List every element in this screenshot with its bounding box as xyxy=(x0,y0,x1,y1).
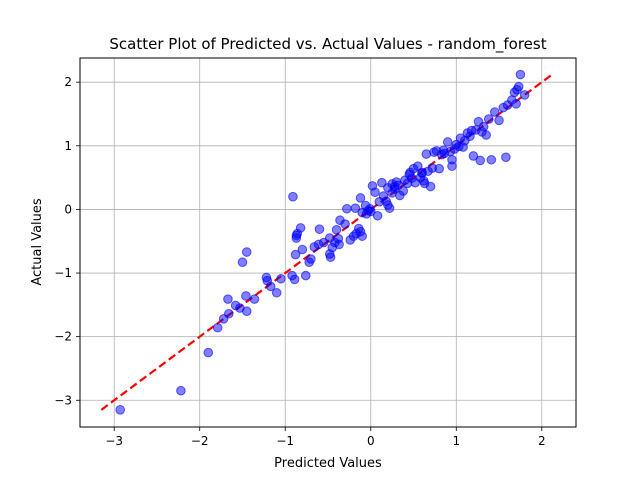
data-point xyxy=(331,224,342,235)
data-point xyxy=(434,163,444,174)
data-point xyxy=(241,247,252,257)
data-point xyxy=(249,294,260,304)
x-axis-ticks: −3 −2 −1 0 1 2 xyxy=(105,427,546,448)
data-point xyxy=(276,273,286,284)
data-point xyxy=(468,151,479,161)
data-point xyxy=(224,308,234,319)
chart-title: Scatter Plot of Predicted vs. Actual Val… xyxy=(109,35,546,54)
y-tick-label: 2 xyxy=(64,75,72,89)
data-point xyxy=(212,322,223,333)
y-tick-label: −2 xyxy=(54,330,72,344)
data-point xyxy=(377,177,387,188)
data-point xyxy=(438,145,449,156)
data-point xyxy=(425,181,436,192)
data-point xyxy=(466,125,477,136)
data-point xyxy=(398,186,409,196)
data-point xyxy=(475,155,486,166)
data-point xyxy=(306,254,316,264)
y-tick-label: 1 xyxy=(64,139,72,153)
data-point xyxy=(223,294,233,304)
data-point xyxy=(289,274,300,285)
data-point xyxy=(404,169,415,180)
data-points xyxy=(115,69,530,415)
data-point xyxy=(241,306,252,317)
data-point xyxy=(355,193,366,203)
x-tick-label: 0 xyxy=(367,434,375,448)
data-point xyxy=(360,200,371,211)
data-point xyxy=(288,191,298,202)
data-point xyxy=(370,187,380,198)
data-point xyxy=(241,291,251,301)
x-axis-label: Predicted Values xyxy=(274,456,382,471)
data-point xyxy=(494,115,504,126)
data-point xyxy=(290,249,301,260)
data-point xyxy=(447,154,457,165)
data-point xyxy=(291,233,302,243)
data-point xyxy=(389,181,400,192)
data-point xyxy=(295,223,306,233)
data-point xyxy=(340,219,350,229)
y-tick-label: −3 xyxy=(54,393,72,407)
data-point xyxy=(350,203,361,213)
data-point xyxy=(314,224,325,234)
data-point xyxy=(515,69,526,80)
data-point xyxy=(442,137,453,147)
data-point xyxy=(357,231,368,241)
y-axis-ticks: −3 −2 −1 0 1 2 xyxy=(54,75,80,407)
x-tick-label: −1 xyxy=(276,434,294,448)
y-tick-label: −1 xyxy=(54,266,72,280)
data-point xyxy=(176,385,186,396)
data-point xyxy=(297,244,308,255)
data-point xyxy=(481,130,492,140)
data-point xyxy=(334,239,344,250)
grid-lines xyxy=(80,58,576,427)
data-point xyxy=(511,99,521,109)
data-point xyxy=(486,154,497,165)
data-point xyxy=(271,287,282,298)
x-tick-label: 1 xyxy=(452,434,460,448)
data-point xyxy=(115,405,125,415)
x-tick-label: −3 xyxy=(105,434,123,448)
data-point xyxy=(372,210,383,221)
data-point xyxy=(417,167,427,178)
data-point xyxy=(237,257,248,268)
data-point xyxy=(478,121,489,132)
data-point xyxy=(342,203,352,214)
data-point xyxy=(489,107,500,117)
data-point xyxy=(501,152,511,163)
data-point xyxy=(203,347,214,358)
data-point xyxy=(483,114,494,124)
y-axis-label: Actual Values xyxy=(30,198,45,286)
data-point xyxy=(384,203,395,213)
x-tick-label: 2 xyxy=(538,434,546,448)
data-point xyxy=(325,252,336,262)
data-point xyxy=(300,270,311,281)
y-tick-label: 0 xyxy=(64,202,72,216)
data-point xyxy=(512,85,522,95)
data-point xyxy=(519,90,530,100)
data-point xyxy=(421,149,432,159)
x-tick-label: −2 xyxy=(191,434,209,448)
data-point xyxy=(265,281,276,292)
axes-frame xyxy=(79,57,577,428)
